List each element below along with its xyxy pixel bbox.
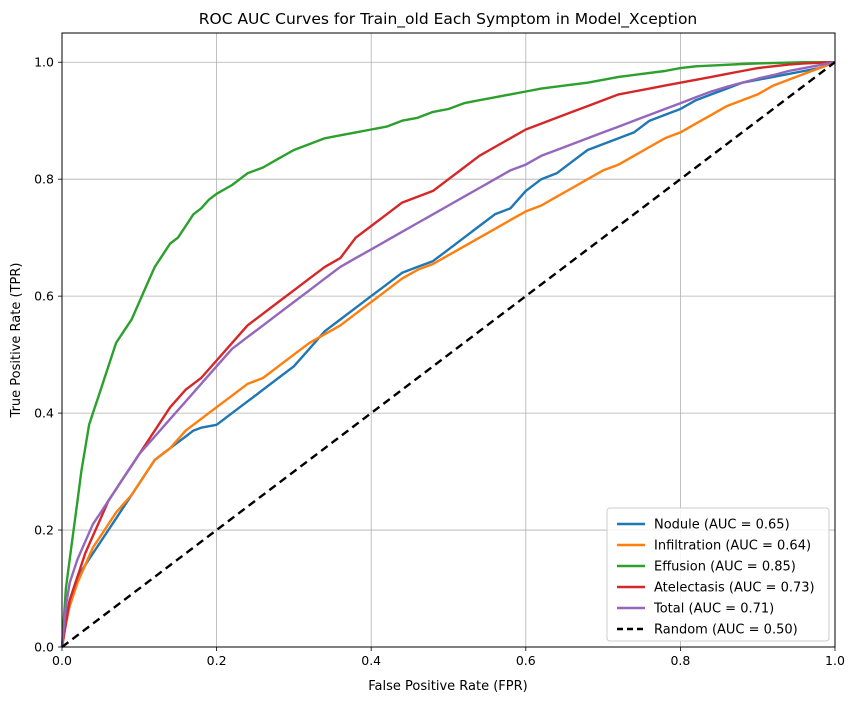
- series-line-2: [60, 61, 835, 648]
- y-axis-label: True Positive Rate (TPR): [9, 263, 24, 419]
- y-tick-label: 0.6: [34, 289, 54, 304]
- x-tick-label: 0.8: [670, 653, 690, 668]
- y-axis-ticks: 0.0 0.2 0.4 0.6 0.8 1.0: [34, 55, 62, 655]
- x-axis-ticks: 0.0 0.2 0.4 0.6 0.8 1.0: [52, 647, 845, 668]
- y-tick-label: 0.8: [34, 172, 54, 187]
- legend: Nodule (AUC = 0.65) Infiltration (AUC = 0…: [606, 507, 830, 642]
- series-line-1: [60, 61, 836, 648]
- x-axis-label: False Positive Rate (FPR): [368, 679, 527, 694]
- y-tick-label: 0.2: [34, 523, 54, 538]
- legend-label-5: Random (AUC = 0.50): [654, 623, 798, 638]
- series-line-5: [61, 61, 836, 648]
- y-tick-label: 0.4: [34, 406, 54, 421]
- legend-label-3: Atelectasis (AUC = 0.73): [654, 581, 815, 596]
- chart-title: ROC AUC Curves for Train_old Each Sympto…: [199, 10, 698, 29]
- x-tick-label: 0.2: [207, 653, 227, 668]
- y-tick-label: 0.0: [34, 640, 54, 655]
- series-line-4: [60, 61, 836, 648]
- x-tick-label: 0.4: [361, 653, 381, 668]
- legend-label-2: Effusion (AUC = 0.85): [654, 560, 796, 575]
- legend-label-1: Infiltration (AUC = 0.64): [654, 539, 811, 554]
- legend-box: [606, 507, 830, 642]
- plot-frame: [61, 32, 836, 648]
- series-lines: [60, 61, 836, 648]
- x-tick-label: 0.6: [516, 653, 536, 668]
- legend-label-0: Nodule (AUC = 0.65): [654, 518, 790, 533]
- legend-label-4: Total (AUC = 0.71): [653, 602, 774, 617]
- y-tick-label: 1.0: [34, 55, 54, 70]
- x-tick-label: 1.0: [825, 653, 845, 668]
- x-tick-label: 0.0: [52, 653, 72, 668]
